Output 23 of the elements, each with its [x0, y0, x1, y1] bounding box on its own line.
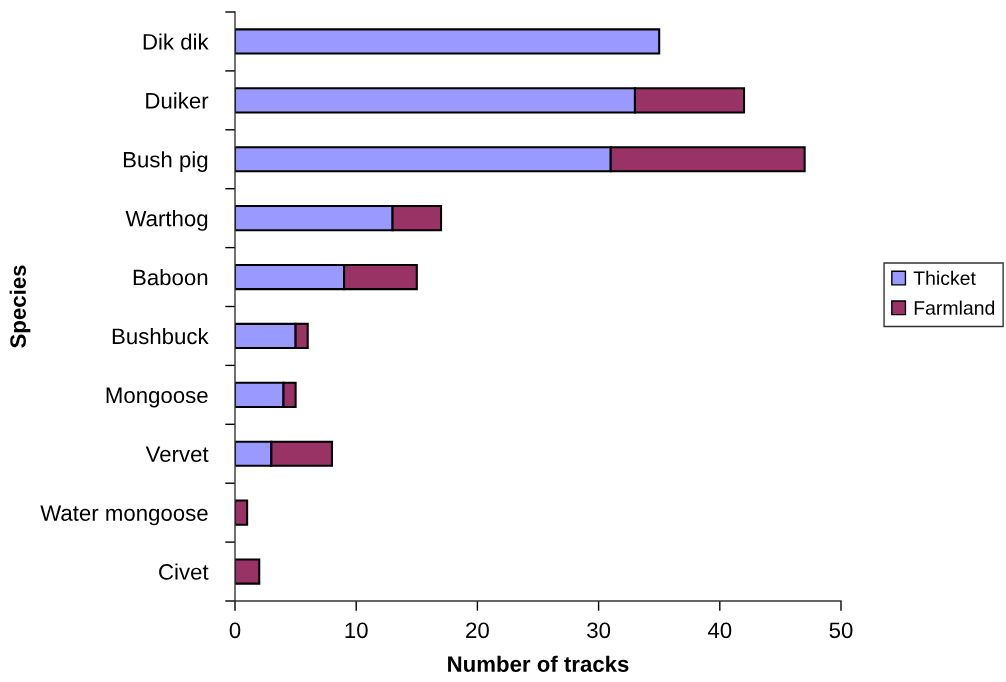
bar	[235, 558, 261, 585]
x-tick-label: 30	[587, 622, 611, 639]
y-tick-label: Civet	[159, 563, 209, 580]
x-tick-label: 50	[829, 622, 853, 639]
y-tick-label: Mongoose	[106, 387, 208, 408]
x-tick-label: 0	[229, 622, 241, 639]
y-tick-label: Water mongoose	[40, 505, 208, 526]
y-tick-label: Duiker	[146, 92, 209, 109]
legend-label: Thicket	[913, 270, 976, 286]
x-axis-title: Number of tracks	[448, 655, 629, 672]
bar	[235, 28, 661, 55]
y-tick-label: Bushbuck	[112, 327, 209, 345]
y-tick-label: Warthog	[125, 210, 208, 231]
legend-label: Farmland	[914, 300, 995, 315]
y-tick-label: Bush pig	[123, 151, 208, 172]
x-tick-label: 20	[466, 622, 489, 639]
x-tick-label: 40	[707, 622, 732, 639]
y-tick-label: Vervet	[145, 446, 209, 463]
y-axis-title: Species	[9, 265, 31, 348]
x-tick-label: 10	[345, 622, 368, 639]
y-tick-label: Dik dik	[143, 33, 209, 50]
y-tick-label: Baboon	[133, 269, 208, 286]
bar	[235, 499, 249, 526]
